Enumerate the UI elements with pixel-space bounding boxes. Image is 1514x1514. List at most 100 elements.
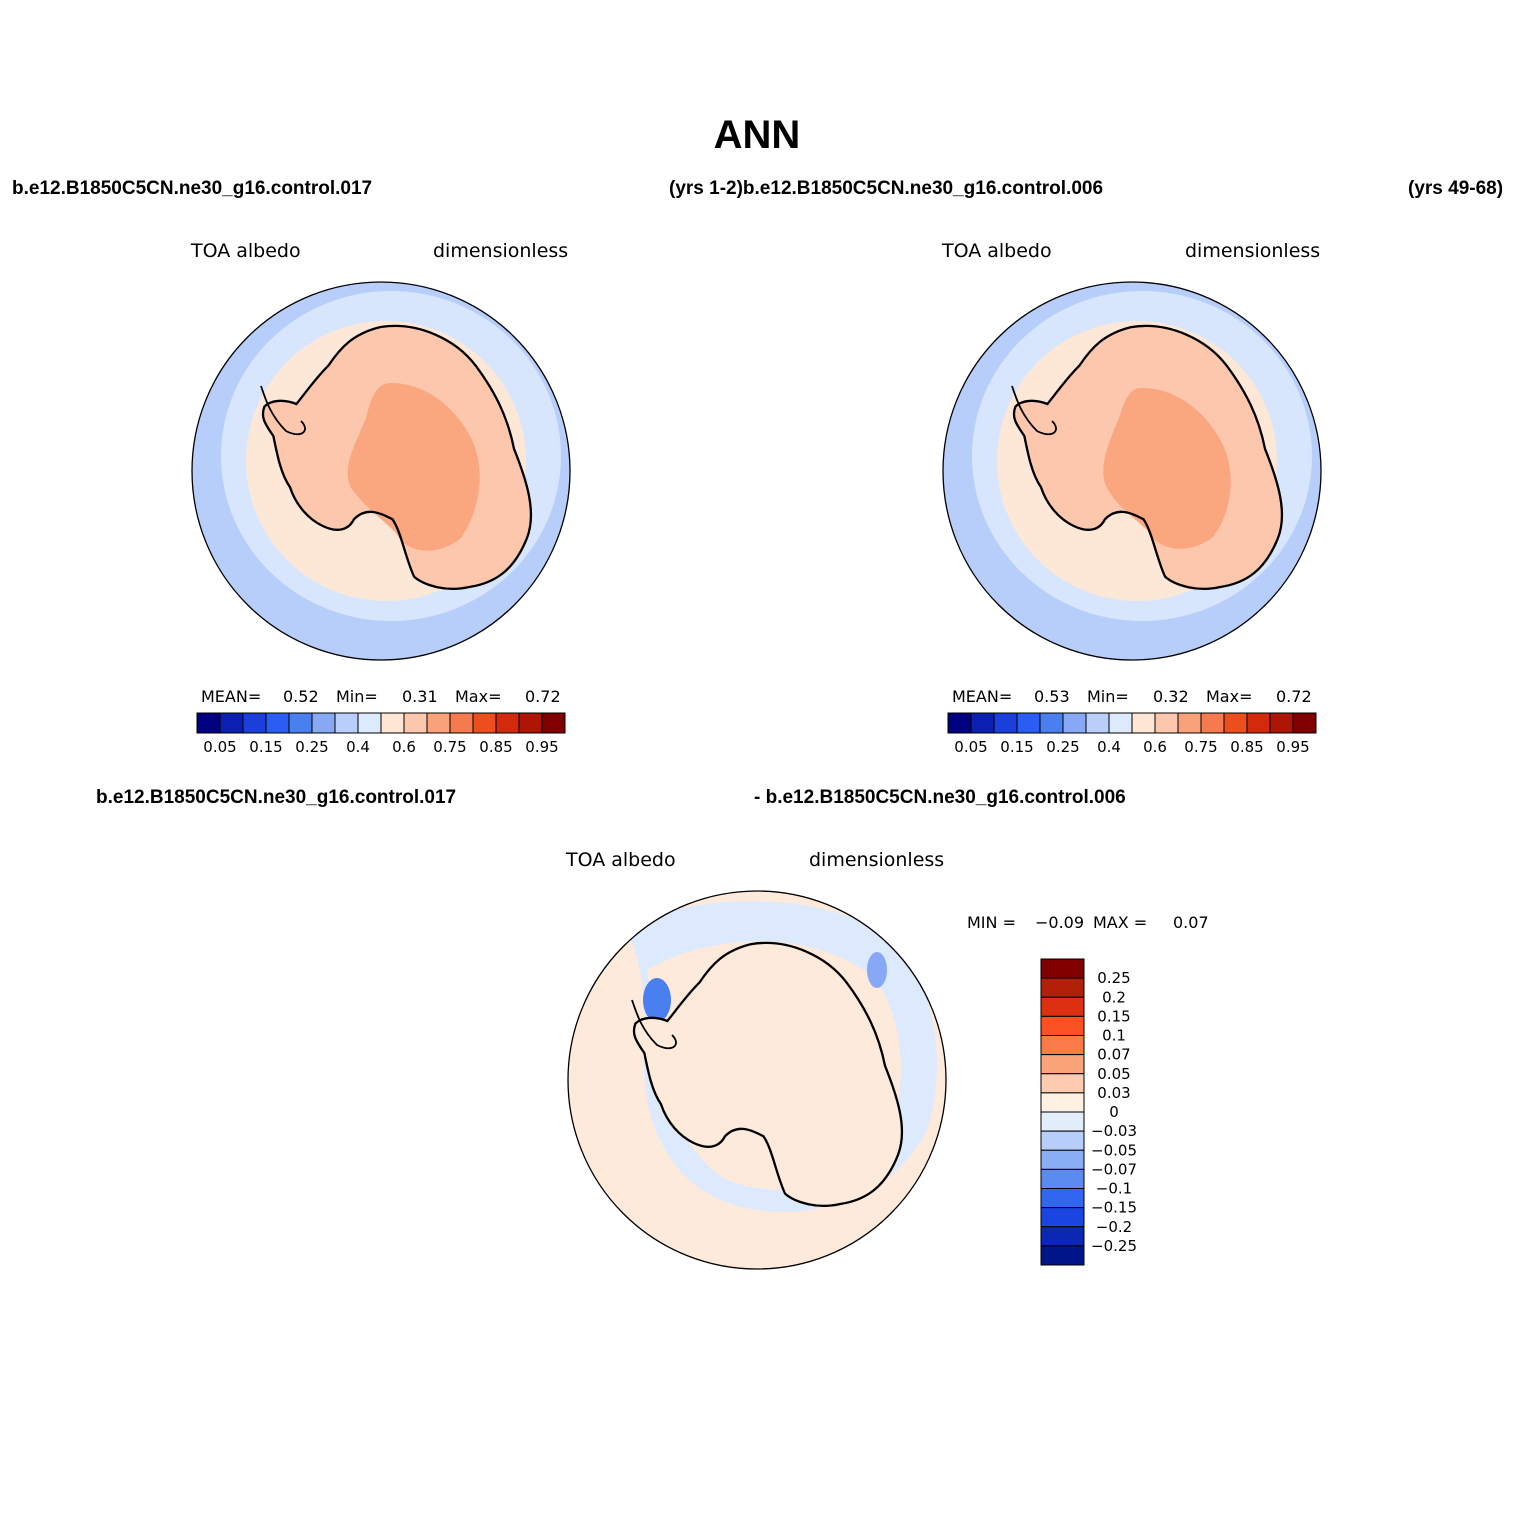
panel3-min-value: −0.09 [1035, 913, 1085, 932]
colorbar-tick-label: 0.05 [1097, 1065, 1130, 1083]
colorbar-swatch [1062, 712, 1087, 734]
colorbar-swatch [1039, 712, 1064, 734]
colorbar-tick-label: 0.15 [1097, 1007, 1130, 1025]
colorbar-tick-label: −0.25 [1091, 1237, 1137, 1255]
colorbar-swatch [1177, 712, 1202, 734]
colorbar-tick-label: −0.15 [1091, 1199, 1137, 1217]
colorbar-swatch [1223, 712, 1248, 734]
colorbar-tick-label: 0.25 [295, 738, 328, 756]
colorbar-swatch [1108, 712, 1133, 734]
panel2-max-label: Max= [1206, 687, 1253, 706]
colorbar-swatch [947, 712, 972, 734]
colorbar-swatch [472, 712, 497, 734]
colorbar-swatch [1040, 1073, 1085, 1094]
colorbar-swatch [518, 712, 543, 734]
colorbar-swatch [1131, 712, 1156, 734]
colorbar-tick-label: 0.75 [1184, 738, 1217, 756]
colorbar-swatch [1040, 996, 1085, 1017]
colorbar-swatch [334, 712, 359, 734]
diff-left-case-label: b.e12.B1850C5CN.ne30_g16.control.017 [96, 787, 457, 808]
panel1-min-value: 0.31 [402, 687, 438, 706]
panel1-variable: TOA albedo [191, 240, 301, 262]
colorbar-swatch [1154, 712, 1179, 734]
colorbar-tick-label: 0.95 [1276, 738, 1309, 756]
middle-case-label: (yrs 1-2)b.e12.B1850C5CN.ne30_g16.contro… [669, 178, 1104, 199]
colorbar-tick-label: 0.07 [1097, 1046, 1130, 1064]
panel2-mean-value: 0.53 [1034, 687, 1070, 706]
colorbar-swatch [1269, 712, 1294, 734]
colorbar-swatch [1040, 1130, 1085, 1151]
colorbar-tick-label: −0.03 [1091, 1122, 1137, 1140]
colorbar-swatch [1040, 1092, 1085, 1113]
panel1-units: dimensionless [433, 240, 569, 262]
colorbar-swatch [1040, 958, 1085, 979]
colorbar-swatch [403, 712, 428, 734]
diff-neg-anomaly [643, 978, 671, 1022]
left-case-label: b.e12.B1850C5CN.ne30_g16.control.017 [12, 178, 373, 199]
panel2-units: dimensionless [1185, 240, 1321, 262]
panel2-max-value: 0.72 [1276, 687, 1312, 706]
colorbar-tick-label: 0.6 [392, 738, 416, 756]
colorbar-tick-label: 0.85 [1230, 738, 1263, 756]
colorbar-swatch [1040, 1168, 1085, 1189]
colorbar-swatch [311, 712, 336, 734]
panel2-map [942, 281, 1322, 661]
figure-title: ANN [713, 113, 801, 157]
panel1-map [191, 281, 571, 661]
panel2-mean-label: MEAN= [952, 687, 1013, 706]
colorbar-tick-label: −0.2 [1096, 1218, 1132, 1236]
panel2-min-value: 0.32 [1153, 687, 1189, 706]
colorbar-tick-label: 0.6 [1143, 738, 1167, 756]
colorbar-swatch [380, 712, 405, 734]
colorbar-swatch [288, 712, 313, 734]
colorbar-swatch [1040, 1149, 1085, 1170]
colorbar-swatch [495, 712, 520, 734]
colorbar-tick-label: 0.95 [525, 738, 558, 756]
panel3-max-value: 0.07 [1173, 913, 1209, 932]
panel3-variable: TOA albedo [566, 849, 676, 871]
colorbar-swatch [1040, 1226, 1085, 1247]
colorbar-tick-label: 0.4 [346, 738, 370, 756]
panel1-max-label: Max= [455, 687, 502, 706]
panel1-max-value: 0.72 [525, 687, 561, 706]
panel1-min-label: Min= [336, 687, 378, 706]
colorbar-tick-label: 0 [1109, 1103, 1119, 1121]
panel3-units: dimensionless [809, 849, 945, 871]
right-years-label: (yrs 49-68) [1408, 178, 1504, 199]
colorbar-swatch [1040, 1188, 1085, 1209]
colorbar-tick-label: 0.1 [1102, 1027, 1126, 1045]
colorbar-swatch [265, 712, 290, 734]
colorbar-tick-label: 0.15 [249, 738, 282, 756]
colorbar-swatch [1040, 1035, 1085, 1056]
diff-right-case-label: - b.e12.B1850C5CN.ne30_g16.control.006 [754, 787, 1126, 808]
colorbar-swatch [541, 712, 566, 734]
colorbar-tick-label: −0.07 [1091, 1160, 1137, 1178]
colorbar-tick-label: 0.05 [954, 738, 987, 756]
colorbar-swatch [1040, 1111, 1085, 1132]
colorbar-tick-label: 0.2 [1102, 988, 1126, 1006]
colorbar-swatch [1016, 712, 1041, 734]
colorbar-tick-label: 0.25 [1046, 738, 1079, 756]
diff-colorbar: 0.250.20.150.10.070.050.030−0.03−0.05−0.… [1040, 958, 1137, 1266]
colorbar-tick-label: 0.85 [479, 738, 512, 756]
colorbar-swatch [1040, 977, 1085, 998]
panel1-mean-label: MEAN= [201, 687, 262, 706]
colorbar-tick-label: −0.1 [1096, 1180, 1132, 1198]
colorbar-swatch [1040, 1207, 1085, 1228]
colorbar-tick-label: 0.4 [1097, 738, 1121, 756]
colorbar-tick-label: 0.75 [433, 738, 466, 756]
colorbar-swatch [449, 712, 474, 734]
colorbar-swatch [1040, 1054, 1085, 1075]
colorbar-swatch [970, 712, 995, 734]
panel3-diff-map [567, 890, 947, 1270]
colorbar-swatch [993, 712, 1018, 734]
colorbar-tick-label: 0.03 [1097, 1084, 1130, 1102]
colorbar-swatch [242, 712, 267, 734]
colorbar-swatch [1200, 712, 1225, 734]
colorbar-swatch [1040, 1015, 1085, 1036]
colorbar-tick-label: −0.05 [1091, 1141, 1137, 1159]
panel1-colorbar: 0.05 0.15 0.25 0.4 0.6 0.75 0.85 0.95 [196, 712, 566, 756]
panel3-min-label: MIN = [967, 913, 1016, 932]
colorbar-swatch [1292, 712, 1317, 734]
colorbar-swatch [196, 712, 221, 734]
